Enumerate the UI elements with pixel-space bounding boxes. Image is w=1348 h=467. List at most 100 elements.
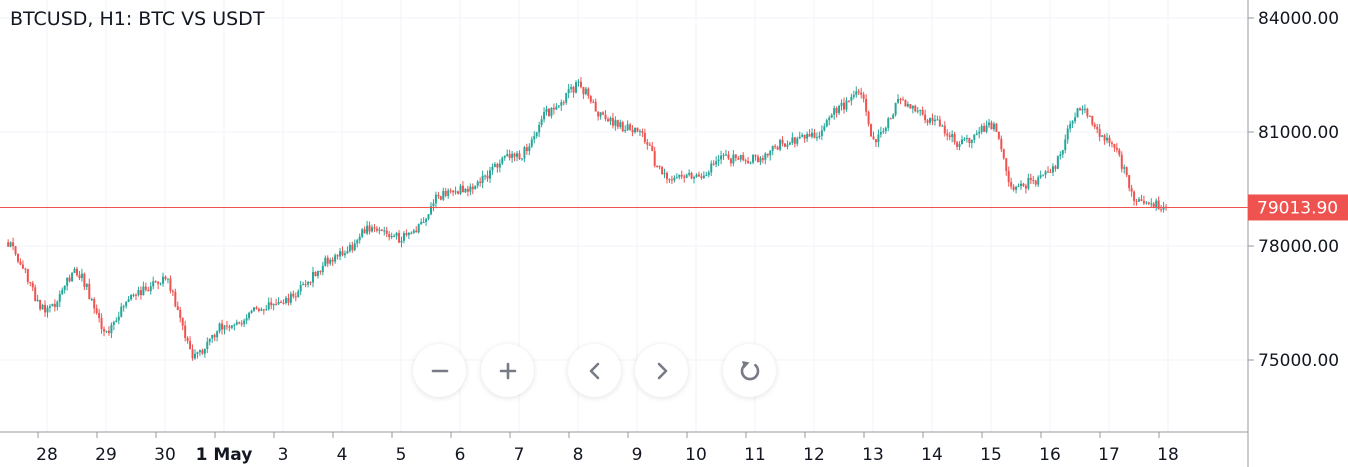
x-tick-label: 7 (514, 445, 525, 465)
candle-body (58, 294, 61, 302)
candle-body (860, 92, 863, 95)
candle-body (1000, 138, 1003, 150)
candle-body (61, 290, 64, 295)
candle-body (154, 281, 157, 283)
candle-body (208, 338, 211, 342)
candle-body (771, 146, 774, 151)
candle-body (366, 225, 369, 234)
candle-body (122, 306, 125, 308)
candle-body (1162, 206, 1165, 210)
candle-body (811, 132, 814, 137)
candle-body (511, 153, 514, 159)
candle-body (115, 320, 118, 322)
candle-body (388, 233, 391, 238)
candle-body (339, 251, 342, 257)
candle-body (63, 285, 66, 291)
candle-body (68, 277, 71, 282)
time-axis[interactable]: 28 29 30 1 May 3 4 5 6 7 8 9 10 11 12 13 14 15 16 17 18 (36, 432, 1179, 465)
candle-body (813, 132, 816, 138)
zoom-out-button[interactable] (413, 344, 466, 397)
candle-body (1155, 200, 1158, 208)
candle-body (911, 105, 914, 109)
candle-body (213, 334, 216, 338)
chart-title: BTCUSD, H1: BTC VS USDT (10, 8, 265, 30)
candle-body (656, 165, 659, 167)
candle-body (26, 269, 29, 282)
candle-body (734, 154, 737, 159)
candle-body (776, 147, 779, 150)
candle-body (958, 144, 961, 147)
candle-body (867, 111, 870, 125)
candle-body (520, 158, 523, 160)
candle-body (363, 229, 366, 234)
last-price-tag: 79013.90 (1248, 194, 1348, 221)
candle-body (107, 330, 110, 334)
candle-body (474, 185, 477, 190)
zoom-in-button[interactable] (481, 344, 534, 397)
candle-body (533, 136, 536, 140)
candle-body (243, 320, 246, 325)
y-tick-label: 81000.00 (1258, 123, 1339, 143)
candle-body (117, 316, 120, 321)
candle-body (257, 308, 260, 311)
candle-body (838, 105, 841, 113)
candle-body (1039, 175, 1042, 178)
candle-body (469, 186, 472, 192)
candle-body (641, 131, 644, 133)
candle-body (297, 291, 300, 298)
candle-body (638, 131, 641, 133)
candle-body (1042, 174, 1045, 176)
candle-body (80, 273, 83, 279)
candle-body (1054, 166, 1057, 169)
x-tick-label: 6 (455, 445, 466, 465)
reset-button[interactable] (723, 344, 776, 397)
last-price-tag-background (1248, 194, 1348, 221)
candle-body (513, 153, 516, 157)
scroll-right-button[interactable] (635, 344, 688, 397)
candle-body (252, 307, 255, 311)
price-axis[interactable]: 84000.00 81000.00 78000.00 75000.00 (1248, 9, 1339, 371)
candle-body (459, 185, 462, 194)
candle-body (597, 111, 600, 117)
candle-body (1147, 202, 1150, 204)
candle-body (582, 87, 585, 95)
candle-body (191, 349, 194, 359)
candle-body (747, 160, 750, 164)
candle-body (1120, 154, 1123, 169)
candle-body (29, 281, 32, 283)
candle-body (835, 108, 838, 113)
candle-body (739, 155, 742, 160)
candle-body (602, 112, 605, 115)
candle-body (850, 96, 853, 101)
candle-body (21, 264, 24, 269)
candle-body (206, 341, 209, 349)
candle-body (225, 325, 228, 327)
candle-body (1115, 147, 1118, 150)
candle-body (1064, 139, 1067, 151)
candle-body (373, 227, 376, 229)
scroll-left-button[interactable] (568, 344, 621, 397)
candle-body (830, 114, 833, 118)
candle-body (1103, 135, 1106, 141)
candle-body (1056, 156, 1059, 169)
plus-icon (499, 362, 516, 379)
candle-body (717, 159, 720, 162)
candle-body (555, 106, 558, 110)
candle-body (700, 176, 703, 179)
candle-body (508, 154, 511, 159)
candle-body (348, 244, 351, 252)
candle-body (889, 118, 892, 120)
candle-body (1027, 177, 1030, 189)
candle-body (604, 114, 607, 120)
candle-body (1019, 183, 1022, 187)
candle-body (176, 306, 179, 310)
candle-body (149, 286, 152, 292)
candle-body (960, 139, 963, 145)
candle-body (919, 109, 922, 111)
candle-body (125, 301, 128, 307)
candle-body (240, 323, 243, 325)
candle-body (34, 287, 37, 302)
candle-body (941, 125, 944, 127)
candle-body (112, 321, 115, 325)
